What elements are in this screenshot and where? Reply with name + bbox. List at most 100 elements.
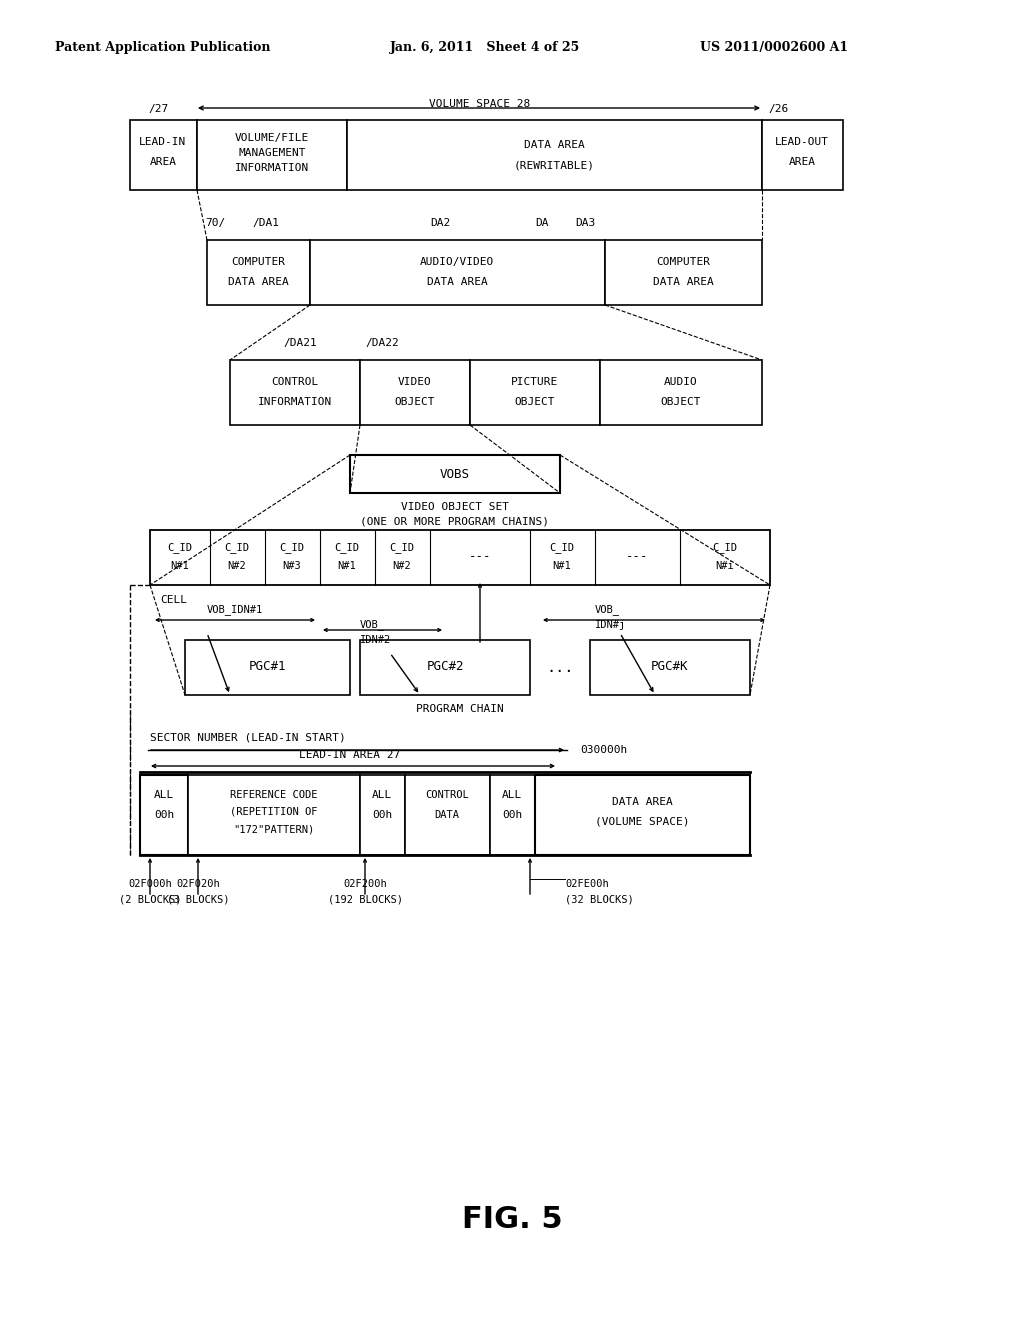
- Text: VOBS: VOBS: [440, 467, 470, 480]
- Text: ...: ...: [547, 660, 573, 675]
- Text: OBJECT: OBJECT: [660, 397, 701, 407]
- Bar: [130, 120, 197, 190]
- Text: AUDIO/VIDEO: AUDIO/VIDEO: [420, 257, 495, 267]
- Bar: [347, 120, 762, 190]
- Text: ALL: ALL: [502, 789, 522, 800]
- Text: VOLUME/FILE: VOLUME/FILE: [234, 133, 309, 143]
- Text: PGC#2: PGC#2: [426, 660, 464, 673]
- Text: DATA: DATA: [434, 810, 460, 820]
- Text: /DA1: /DA1: [252, 218, 279, 228]
- Text: (2 BLOCKS): (2 BLOCKS): [119, 895, 181, 906]
- Text: VIDEO: VIDEO: [398, 378, 432, 387]
- Bar: [605, 240, 762, 305]
- Text: DA: DA: [535, 218, 549, 228]
- Text: INFORMATION: INFORMATION: [234, 162, 309, 173]
- Text: DATA AREA: DATA AREA: [611, 797, 673, 807]
- Bar: [490, 775, 535, 855]
- Text: DATA AREA: DATA AREA: [523, 140, 585, 150]
- Text: 00h: 00h: [502, 810, 522, 820]
- Text: COMPUTER: COMPUTER: [231, 257, 285, 267]
- Text: N#i: N#i: [716, 561, 734, 572]
- Text: (192 BLOCKS): (192 BLOCKS): [328, 895, 402, 906]
- Bar: [150, 531, 770, 585]
- Text: (3 BLOCKS): (3 BLOCKS): [167, 895, 229, 906]
- Text: "172"PATTERN): "172"PATTERN): [233, 824, 314, 834]
- Text: DATA AREA: DATA AREA: [227, 277, 289, 286]
- Text: AREA: AREA: [788, 157, 815, 168]
- Text: (REPETITION OF: (REPETITION OF: [230, 807, 317, 817]
- Text: OBJECT: OBJECT: [515, 397, 555, 407]
- Text: SECTOR NUMBER (LEAD-IN START): SECTOR NUMBER (LEAD-IN START): [150, 733, 346, 742]
- Text: N#1: N#1: [553, 561, 571, 572]
- Text: DATA AREA: DATA AREA: [652, 277, 714, 286]
- Text: OBJECT: OBJECT: [394, 397, 435, 407]
- Text: (ONE OR MORE PROGRAM CHAINS): (ONE OR MORE PROGRAM CHAINS): [360, 516, 550, 525]
- Bar: [360, 640, 530, 696]
- Text: IDN#j: IDN#j: [595, 620, 627, 630]
- Text: C_ID: C_ID: [713, 543, 737, 553]
- Text: AREA: AREA: [150, 157, 176, 168]
- Text: LEAD-OUT: LEAD-OUT: [775, 137, 829, 147]
- Text: LEAD-IN: LEAD-IN: [139, 137, 186, 147]
- Text: ALL: ALL: [154, 789, 174, 800]
- Bar: [230, 360, 360, 425]
- Text: PGC#1: PGC#1: [248, 660, 286, 673]
- Bar: [197, 120, 347, 190]
- Bar: [600, 360, 762, 425]
- Text: ALL: ALL: [372, 789, 392, 800]
- Text: DA2: DA2: [430, 218, 451, 228]
- Text: 00h: 00h: [154, 810, 174, 820]
- Text: IDN#2: IDN#2: [360, 635, 391, 645]
- Text: /DA22: /DA22: [365, 338, 398, 348]
- Bar: [406, 775, 490, 855]
- Text: VOB_IDN#1: VOB_IDN#1: [207, 605, 263, 615]
- Text: VOLUME SPACE 28: VOLUME SPACE 28: [429, 99, 530, 110]
- Text: FIG. 5: FIG. 5: [462, 1205, 562, 1234]
- Text: N#2: N#2: [392, 561, 412, 572]
- Bar: [360, 360, 470, 425]
- Text: ---: ---: [626, 550, 648, 564]
- Text: AUDIO: AUDIO: [665, 378, 698, 387]
- Text: COMPUTER: COMPUTER: [656, 257, 710, 267]
- Text: VOB_: VOB_: [360, 619, 385, 630]
- Text: N#1: N#1: [171, 561, 189, 572]
- Text: US 2011/0002600 A1: US 2011/0002600 A1: [700, 41, 848, 54]
- Text: N#1: N#1: [338, 561, 356, 572]
- Bar: [590, 640, 750, 696]
- Text: CONTROL: CONTROL: [425, 789, 469, 800]
- Text: Patent Application Publication: Patent Application Publication: [55, 41, 270, 54]
- Text: C_ID: C_ID: [280, 543, 304, 553]
- Bar: [207, 240, 310, 305]
- Text: N#3: N#3: [283, 561, 301, 572]
- Text: 02F020h: 02F020h: [176, 879, 220, 888]
- Text: 02FE00h: 02FE00h: [565, 879, 608, 888]
- Text: ---: ---: [469, 550, 492, 564]
- Text: PICTURE: PICTURE: [511, 378, 559, 387]
- Text: 02F200h: 02F200h: [343, 879, 387, 888]
- Text: PGC#K: PGC#K: [651, 660, 689, 673]
- Text: REFERENCE CODE: REFERENCE CODE: [230, 789, 317, 800]
- Text: DATA AREA: DATA AREA: [427, 277, 487, 286]
- Bar: [535, 775, 750, 855]
- Bar: [185, 640, 350, 696]
- Bar: [140, 775, 188, 855]
- Text: N#2: N#2: [227, 561, 247, 572]
- Text: 02F000h: 02F000h: [128, 879, 172, 888]
- Text: 70/: 70/: [205, 218, 225, 228]
- Text: 030000h: 030000h: [580, 744, 628, 755]
- Bar: [360, 775, 406, 855]
- Text: (VOLUME SPACE): (VOLUME SPACE): [595, 817, 689, 828]
- Text: INFORMATION: INFORMATION: [258, 397, 332, 407]
- Text: /26: /26: [768, 104, 788, 114]
- Text: Jan. 6, 2011   Sheet 4 of 25: Jan. 6, 2011 Sheet 4 of 25: [390, 41, 581, 54]
- Text: CONTROL: CONTROL: [271, 378, 318, 387]
- Text: C_ID: C_ID: [335, 543, 359, 553]
- Text: CELL: CELL: [160, 595, 187, 605]
- Bar: [188, 775, 360, 855]
- Text: C_ID: C_ID: [168, 543, 193, 553]
- Text: (32 BLOCKS): (32 BLOCKS): [565, 895, 634, 906]
- Bar: [762, 120, 843, 190]
- Text: MANAGEMENT: MANAGEMENT: [239, 148, 306, 158]
- Text: DA3: DA3: [575, 218, 595, 228]
- Text: PROGRAM CHAIN: PROGRAM CHAIN: [416, 704, 504, 714]
